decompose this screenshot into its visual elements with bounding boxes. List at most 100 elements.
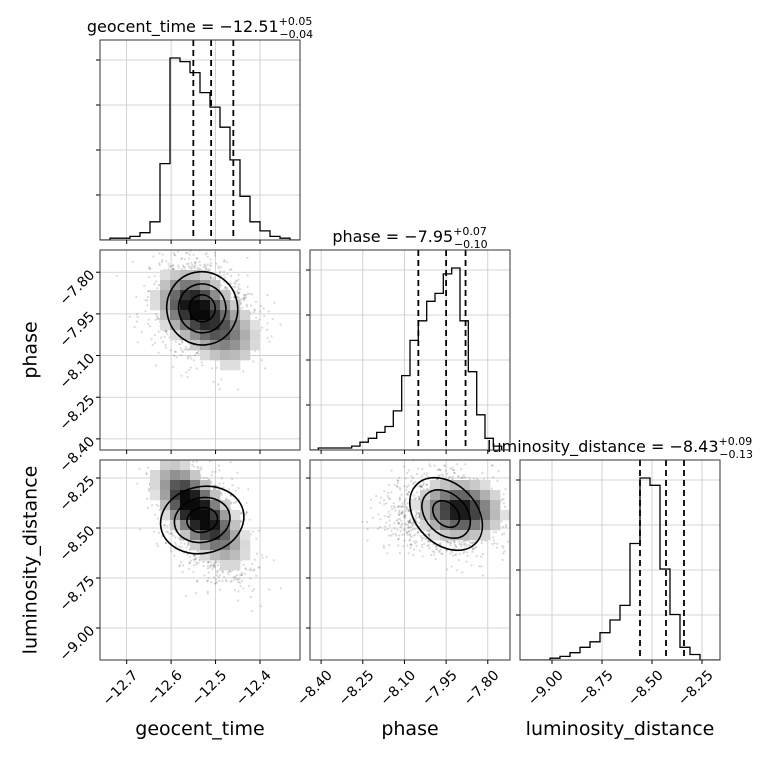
sample-point [180, 374, 183, 377]
density-cell [220, 530, 231, 541]
sample-point [156, 517, 159, 520]
sample-point [138, 528, 142, 531]
sample-point [490, 464, 493, 467]
density-cell [240, 310, 251, 321]
sample-point [237, 388, 240, 391]
sample-point [225, 497, 228, 501]
sample-point [172, 251, 175, 255]
sample-point [264, 367, 267, 370]
density-cell [160, 290, 171, 301]
sample-point [212, 276, 215, 279]
sample-point [182, 350, 185, 354]
sample-point [205, 266, 208, 269]
sample-point [215, 561, 218, 564]
sample-point [253, 568, 256, 571]
sample-point [454, 553, 458, 556]
density-cell [230, 560, 241, 571]
sample-point [267, 310, 270, 313]
sample-point [397, 521, 400, 525]
sample-point [420, 485, 423, 488]
sample-point [233, 296, 236, 299]
sample-point [410, 544, 413, 547]
sample-point [223, 276, 226, 279]
sample-point [268, 588, 271, 591]
density-cell [220, 340, 231, 351]
sample-point [138, 467, 141, 470]
sample-point [190, 267, 193, 270]
sample-point [414, 515, 417, 518]
sample-point [174, 340, 178, 343]
sample-point [403, 465, 406, 468]
sample-point [146, 497, 149, 500]
sample-point [164, 343, 167, 346]
density-cell [180, 480, 191, 491]
sample-point [215, 262, 218, 265]
sample-point [401, 502, 404, 505]
sample-point [234, 489, 237, 492]
sample-point [166, 445, 168, 447]
sample-point [224, 287, 227, 290]
density-cell [230, 520, 241, 531]
sample-point [238, 296, 241, 299]
sample-point [244, 567, 247, 570]
sample-point [240, 519, 243, 523]
sample-point [144, 299, 147, 302]
sample-point [480, 541, 483, 545]
sample-point [233, 578, 236, 581]
sample-point [225, 579, 228, 582]
sample-point [248, 518, 251, 521]
sample-point [245, 568, 248, 571]
sample-point [209, 564, 212, 568]
sample-point [403, 500, 406, 503]
sample-point [236, 599, 240, 602]
sample-point [451, 475, 454, 478]
sample-point [463, 476, 466, 479]
sample-point [439, 469, 442, 472]
sample-point [187, 541, 190, 544]
sample-point [217, 464, 221, 467]
sample-point [230, 282, 233, 285]
density-cell [170, 460, 181, 471]
contour-level-1 [186, 506, 219, 534]
sample-point [379, 518, 382, 521]
sample-point [183, 258, 186, 261]
sample-point [195, 351, 199, 355]
sample-point [181, 341, 184, 344]
density-cell [210, 550, 221, 561]
sample-point [147, 322, 150, 325]
density-cell [170, 470, 181, 481]
sample-point [406, 472, 409, 475]
sample-point [154, 280, 158, 283]
sample-point [465, 545, 468, 548]
sample-point [393, 527, 396, 530]
sample-point [457, 476, 460, 479]
sample-point [187, 544, 190, 547]
density-cell [200, 500, 211, 511]
sample-point [218, 271, 221, 274]
sample-point [397, 511, 401, 514]
density-cell [230, 540, 241, 551]
sample-point [245, 501, 248, 505]
sample-point [279, 323, 282, 326]
density-cell [180, 290, 191, 301]
sample-point [396, 485, 399, 488]
sample-point [236, 573, 239, 577]
sample-point [186, 251, 189, 255]
density-cell [220, 510, 231, 521]
sample-point [222, 482, 225, 485]
sample-point [442, 475, 445, 478]
sample-point [164, 542, 167, 545]
sample-point [197, 467, 200, 470]
sample-point [170, 531, 173, 535]
sample-point [407, 509, 410, 512]
sample-point [197, 229, 199, 231]
sample-point [222, 486, 225, 489]
sample-point [184, 251, 187, 254]
sample-point [401, 522, 404, 526]
sample-point [223, 575, 226, 579]
sample-point [206, 579, 209, 583]
sample-point [156, 545, 159, 548]
sample-point [214, 254, 217, 257]
sample-point [236, 295, 239, 298]
sample-point [239, 574, 242, 577]
